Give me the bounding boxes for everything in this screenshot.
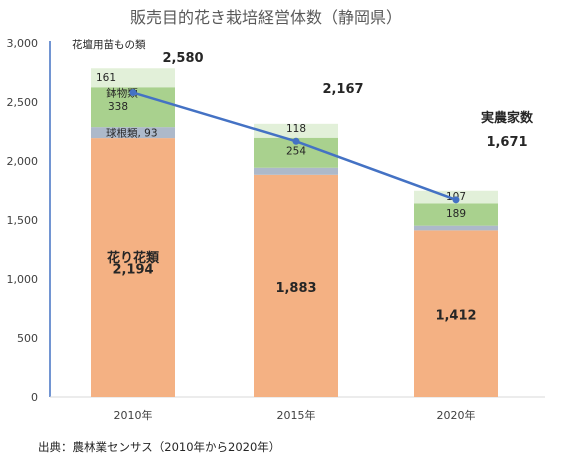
data-label: 161 bbox=[96, 72, 116, 84]
bar-segment bbox=[414, 230, 498, 397]
line-point bbox=[452, 196, 460, 204]
data-label: 2,194 bbox=[112, 263, 153, 278]
y-tick-label: 2,000 bbox=[7, 155, 39, 168]
series-label: 実農家数 bbox=[481, 110, 534, 126]
data-label: 1,412 bbox=[435, 309, 476, 324]
series-label: 花り花類 bbox=[107, 250, 160, 266]
data-label: 118 bbox=[286, 123, 306, 135]
bar-segment bbox=[91, 68, 175, 88]
x-tick-label: 2015年 bbox=[277, 408, 316, 422]
y-tick-label: 1,000 bbox=[7, 273, 39, 286]
y-tick-label: 3,000 bbox=[7, 37, 39, 50]
chart-title: 販売目的花き栽培経営体数（静岡県） bbox=[130, 8, 402, 27]
bar-segment bbox=[91, 127, 175, 139]
line-point bbox=[292, 137, 300, 145]
bar-segment bbox=[254, 174, 338, 397]
bar-segment bbox=[414, 203, 498, 226]
source-note: 出典：農林業センサス（2010年から2020年） bbox=[38, 440, 280, 454]
bar-segment bbox=[414, 225, 498, 231]
x-tick-label: 2020年 bbox=[437, 408, 476, 422]
series-label: 花壇用苗もの類 bbox=[72, 38, 146, 51]
total-label: 2,167 bbox=[322, 82, 363, 97]
x-tick-label: 2010年 bbox=[114, 408, 153, 422]
data-label: 189 bbox=[446, 208, 466, 220]
series-label: 鉢物類 bbox=[106, 87, 138, 100]
total-label: 2,580 bbox=[162, 51, 203, 66]
data-label: 球根類, 93 bbox=[106, 126, 158, 139]
data-label: 338 bbox=[108, 101, 128, 113]
y-tick-label: 1,500 bbox=[7, 214, 39, 227]
y-tick-label: 500 bbox=[17, 332, 38, 345]
data-label: 1,883 bbox=[275, 281, 316, 296]
data-label: 254 bbox=[286, 145, 306, 157]
bar-segment bbox=[254, 167, 338, 175]
y-tick-label: 2,500 bbox=[7, 96, 39, 109]
total-label: 1,671 bbox=[486, 135, 527, 150]
bar-segment bbox=[91, 138, 175, 397]
line-point bbox=[129, 89, 137, 97]
y-tick-label: 0 bbox=[31, 391, 38, 404]
